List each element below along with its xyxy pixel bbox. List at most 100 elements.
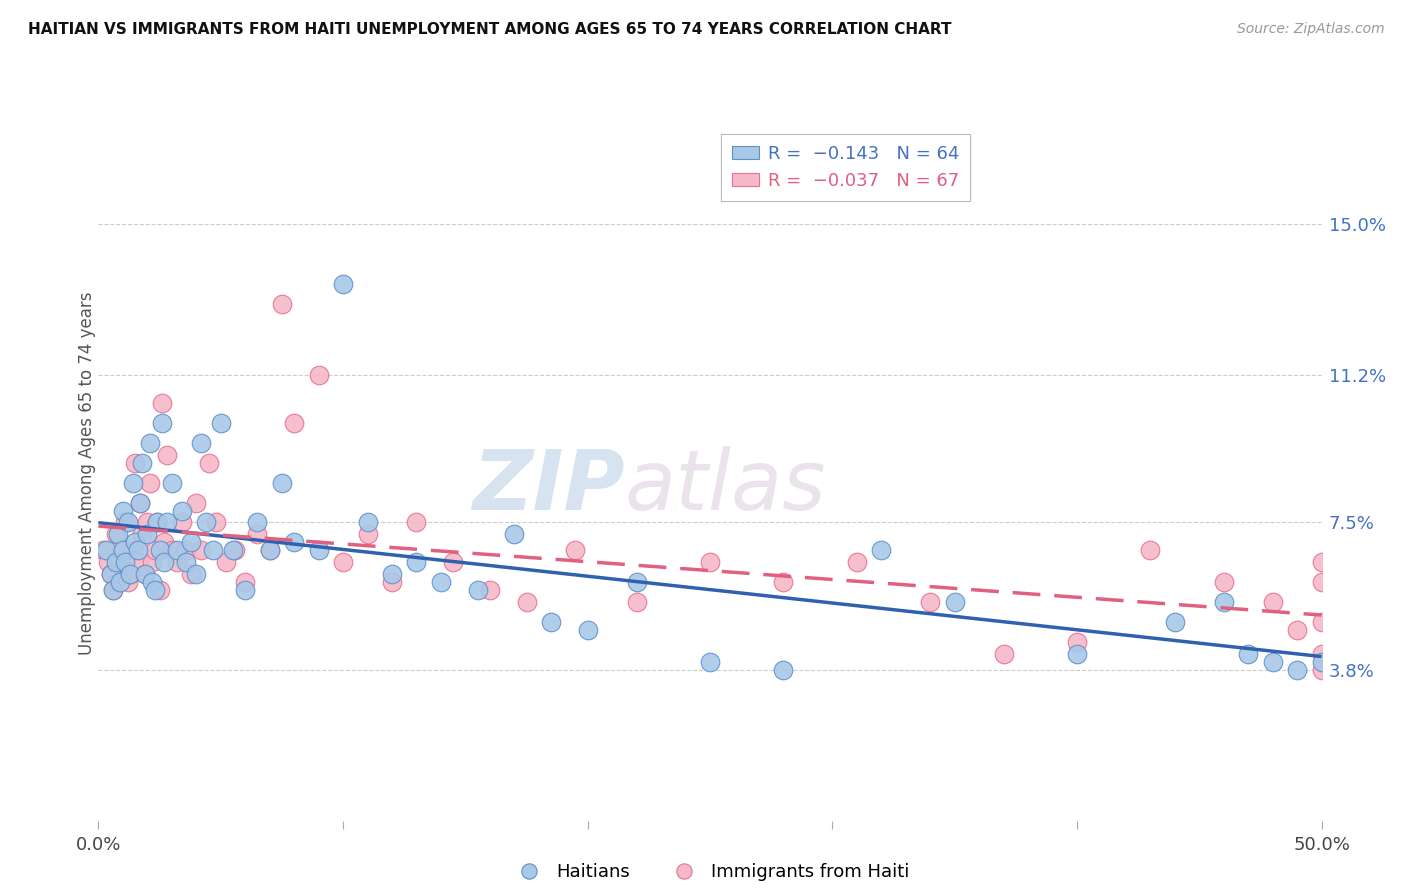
Point (146, 516, 169, 530)
Point (1261, 595, 1284, 609)
Y-axis label: Unemployment Among Ages 65 to 74 years: Unemployment Among Ages 65 to 74 years (79, 291, 96, 655)
Point (441, 555, 464, 569)
Point (197, 456, 219, 470)
Point (156, 516, 179, 530)
Point (117, 575, 139, 590)
Point (540, 615, 562, 629)
Point (97, 555, 120, 569)
Point (134, 567, 156, 582)
Point (146, 516, 169, 530)
Point (101, 582, 124, 597)
Point (259, 543, 281, 558)
Point (1066, 634, 1088, 648)
Point (308, 368, 330, 383)
Point (117, 516, 139, 530)
Point (134, 567, 156, 582)
Text: atlas: atlas (624, 446, 827, 527)
Point (943, 595, 966, 609)
Point (180, 567, 202, 582)
Point (127, 543, 149, 558)
Point (270, 475, 294, 490)
Point (1286, 663, 1309, 677)
Point (120, 567, 142, 582)
Point (772, 663, 794, 677)
Point (1310, 615, 1333, 629)
Point (129, 495, 152, 509)
Point (121, 475, 143, 490)
Point (111, 543, 134, 558)
Point (139, 475, 162, 490)
Point (222, 543, 245, 558)
Point (1310, 555, 1333, 569)
Point (141, 575, 163, 590)
Point (156, 448, 179, 462)
Point (920, 595, 942, 609)
Point (107, 575, 129, 590)
Point (190, 436, 212, 450)
Point (259, 543, 281, 558)
Point (190, 543, 212, 558)
Point (149, 582, 172, 597)
Point (576, 623, 599, 637)
Point (111, 503, 134, 517)
Point (993, 647, 1015, 661)
Point (381, 567, 404, 582)
Point (107, 527, 129, 541)
Point (100, 567, 122, 582)
Point (478, 582, 501, 597)
Point (1066, 647, 1088, 661)
Point (160, 543, 183, 558)
Point (114, 555, 136, 569)
Point (870, 543, 893, 558)
Point (1261, 655, 1284, 669)
Point (224, 543, 246, 558)
Legend: Haitians, Immigrants from Haiti: Haitians, Immigrants from Haiti (503, 855, 917, 888)
Point (1237, 647, 1260, 661)
Point (845, 555, 868, 569)
Point (129, 495, 152, 509)
Point (121, 543, 143, 558)
Point (110, 575, 132, 590)
Point (166, 543, 188, 558)
Point (202, 543, 225, 558)
Point (124, 535, 146, 549)
Point (1310, 575, 1333, 590)
Point (356, 516, 378, 530)
Point (150, 416, 173, 430)
Point (176, 555, 198, 569)
Point (283, 535, 305, 549)
Point (405, 555, 427, 569)
Point (124, 456, 146, 470)
Point (356, 527, 378, 541)
Point (1310, 647, 1333, 661)
Point (91, 543, 114, 558)
Point (1212, 595, 1234, 609)
Point (246, 516, 269, 530)
Point (100, 567, 122, 582)
Point (1139, 543, 1161, 558)
Point (104, 555, 127, 569)
Point (381, 575, 404, 590)
Point (143, 543, 166, 558)
Text: HAITIAN VS IMMIGRANTS FROM HAITI UNEMPLOYMENT AMONG AGES 65 TO 74 YEARS CORRELAT: HAITIAN VS IMMIGRANTS FROM HAITI UNEMPLO… (28, 22, 952, 37)
Point (120, 567, 142, 582)
Point (186, 495, 208, 509)
Point (127, 555, 149, 569)
Point (94, 543, 117, 558)
Point (149, 543, 172, 558)
Point (180, 535, 202, 549)
Point (111, 543, 134, 558)
Point (308, 543, 330, 558)
Text: Source: ZipAtlas.com: Source: ZipAtlas.com (1237, 22, 1385, 37)
Point (143, 582, 166, 597)
Point (136, 516, 159, 530)
Point (131, 527, 153, 541)
Point (186, 567, 208, 582)
Point (214, 555, 236, 569)
Point (405, 516, 427, 530)
Point (467, 582, 489, 597)
Point (1212, 575, 1234, 590)
Point (104, 527, 127, 541)
Point (1164, 615, 1187, 629)
Point (1310, 655, 1333, 669)
